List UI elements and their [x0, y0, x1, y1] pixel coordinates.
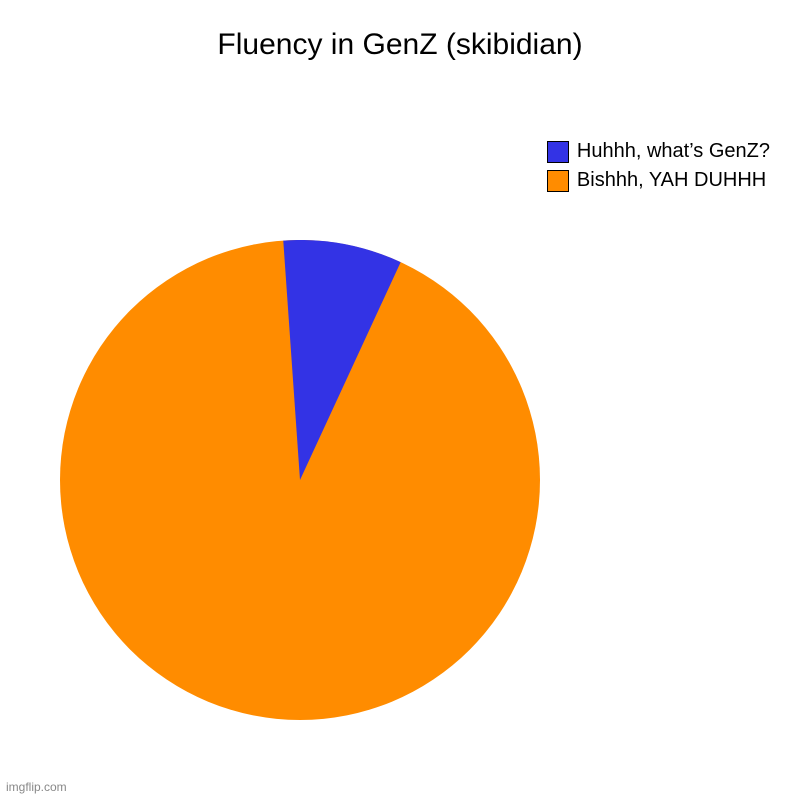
- legend-swatch-blue: [547, 141, 569, 163]
- legend: Huhhh, what’s GenZ? Bishhh, YAH DUHHH: [547, 140, 770, 198]
- legend-label: Huhhh, what’s GenZ?: [577, 140, 770, 163]
- legend-item: Huhhh, what’s GenZ?: [547, 140, 770, 163]
- legend-swatch-orange: [547, 170, 569, 192]
- legend-item: Bishhh, YAH DUHHH: [547, 169, 770, 192]
- legend-label: Bishhh, YAH DUHHH: [577, 169, 766, 192]
- pie-chart: [60, 240, 540, 720]
- chart-title: Fluency in GenZ (skibidian): [0, 28, 800, 62]
- watermark: imgflip.com: [6, 780, 67, 794]
